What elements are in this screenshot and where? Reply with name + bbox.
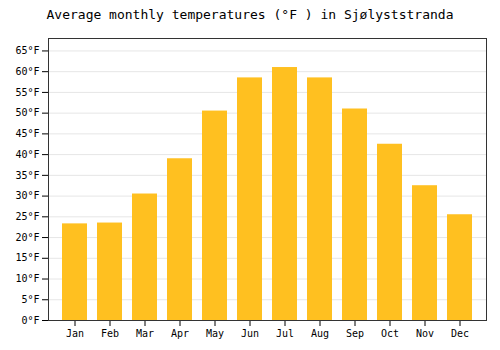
svg-text:Jun: Jun [241, 328, 259, 339]
svg-text:Feb: Feb [101, 328, 119, 339]
svg-text:30°F: 30°F [15, 190, 39, 201]
svg-text:5°F: 5°F [21, 294, 39, 305]
svg-text:May: May [206, 328, 224, 339]
svg-text:0°F: 0°F [21, 315, 39, 326]
svg-text:Mar: Mar [136, 328, 154, 339]
svg-text:Jul: Jul [276, 328, 294, 339]
svg-text:10°F: 10°F [15, 273, 39, 284]
svg-text:55°F: 55°F [15, 87, 39, 98]
svg-text:45°F: 45°F [15, 128, 39, 139]
html-text:Average monthly temperatures (: Average monthly temperatures (°F ) in Sj… [46, 7, 454, 22]
svg-text:60°F: 60°F [15, 66, 39, 77]
svg-text:15°F: 15°F [15, 252, 39, 263]
svg-text:20°F: 20°F [15, 232, 39, 243]
svg-text:Aug: Aug [311, 328, 329, 339]
svg-text:50°F: 50°F [15, 107, 39, 118]
svg-text:65°F: 65°F [15, 45, 39, 56]
svg-text:Oct: Oct [381, 328, 399, 339]
svg-text:25°F: 25°F [15, 211, 39, 222]
svg-text:Dec: Dec [451, 328, 469, 339]
svg-text:35°F: 35°F [15, 170, 39, 181]
svg-text:Jan: Jan [66, 328, 84, 339]
svg-text:Apr: Apr [171, 328, 189, 339]
svg-text:Sep: Sep [346, 328, 364, 339]
svg-text:Nov: Nov [416, 328, 434, 339]
svg-text:40°F: 40°F [15, 149, 39, 160]
